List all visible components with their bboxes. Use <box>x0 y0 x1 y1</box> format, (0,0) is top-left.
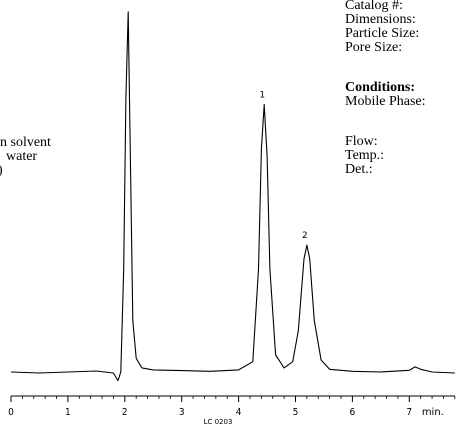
x-axis-tick-label-3: 3 <box>179 407 185 418</box>
x-axis-tick-label-4: 4 <box>236 407 242 418</box>
mobile-phase-label: Mobile Phase: <box>345 94 426 109</box>
particle-size-label: Particle Size: <box>345 26 420 41</box>
dimensions-label: Dimensions: <box>345 12 416 27</box>
temp-label: Temp.: <box>345 148 385 163</box>
x-axis-tick-label-5: 5 <box>293 407 299 418</box>
conditions-heading: Conditions: <box>345 80 416 95</box>
x-axis-tick-label-0: 0 <box>8 407 14 418</box>
det-label: Det.: <box>345 162 373 177</box>
peak-label-1: 1 <box>259 90 265 100</box>
peak-label-2: 2 <box>302 231 308 241</box>
x-axis-tick-label-1: 1 <box>65 407 71 418</box>
left-text-line-2: water <box>6 149 38 164</box>
flow-label: Flow: <box>345 134 378 149</box>
x-axis-tick-label-2: 2 <box>122 407 128 418</box>
x-axis-tick-label-6: 6 <box>350 407 356 418</box>
x-axis-tick-label-7: 7 <box>406 407 412 418</box>
pore-size-label: Pore Size: <box>345 40 403 55</box>
left-text-line-3: ) <box>0 164 3 178</box>
catalog-label: Catalog #: <box>345 0 403 13</box>
x-axis-unit-label: min. <box>422 407 444 418</box>
chromatogram-trace-1 <box>10 11 455 382</box>
left-text-line-1: n solvent <box>0 135 51 150</box>
figure-code-label: LC 0203 <box>204 418 233 426</box>
